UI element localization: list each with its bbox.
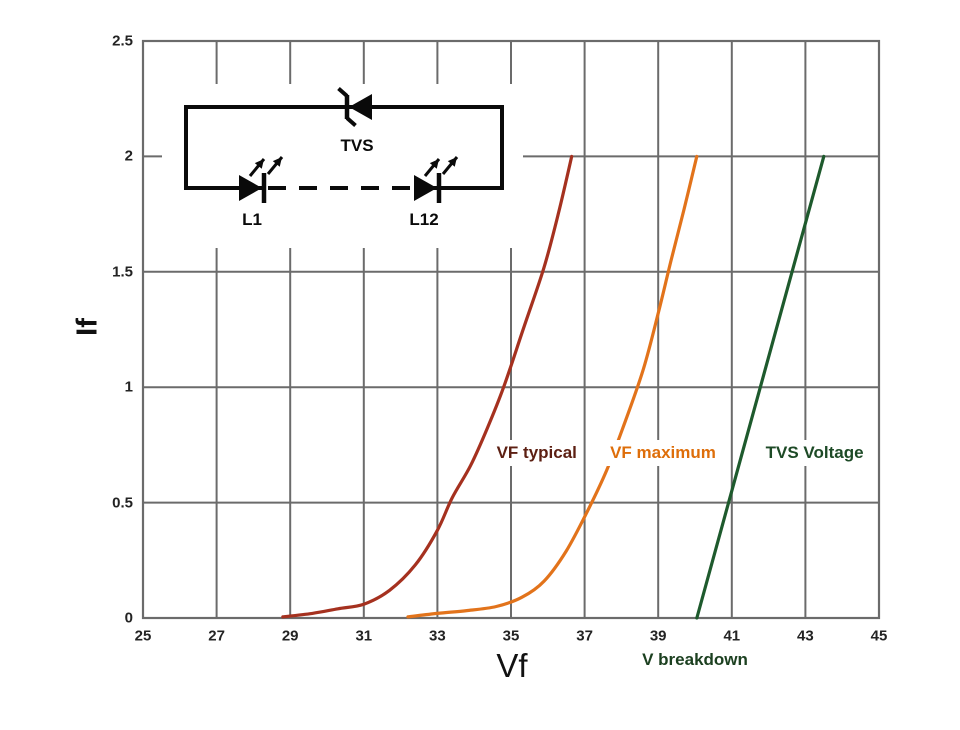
x-axis-title: Vf xyxy=(496,647,528,684)
led-l12-label: L12 xyxy=(409,210,439,229)
x-tick-39: 39 xyxy=(649,627,667,645)
led-l1-light-arrow-1-head xyxy=(254,159,264,169)
led-l12-light-arrow-1-head xyxy=(429,159,439,169)
x-tick-37: 37 xyxy=(576,627,593,645)
led-l1-label: L1 xyxy=(242,210,262,229)
x-tick-27: 27 xyxy=(208,627,225,645)
y-tick-1.5: 1.5 xyxy=(112,263,133,281)
curve-tvs-voltage xyxy=(695,154,826,620)
curve-vf-typical xyxy=(281,154,574,619)
inset-panel xyxy=(162,84,523,248)
x-tick-45: 45 xyxy=(870,627,888,645)
x-tick-29: 29 xyxy=(281,627,299,645)
series-label-tvs-voltage: TVS Voltage xyxy=(761,439,868,466)
x-tick-33: 33 xyxy=(429,627,446,645)
led-l12-light-arrow-2-head xyxy=(447,157,457,167)
series-label-vf-typical: VF typical xyxy=(492,439,581,466)
x-tick-41: 41 xyxy=(723,627,741,645)
y-tick-1: 1 xyxy=(124,378,133,396)
led-l1-light-arrow-2-head xyxy=(272,157,282,167)
x-tick-35: 35 xyxy=(502,627,520,645)
y-tick-2: 2 xyxy=(124,147,133,165)
x-tick-25: 25 xyxy=(134,627,152,645)
y-tick-0.5: 0.5 xyxy=(112,494,133,512)
plot-border xyxy=(141,39,881,620)
curve-vf-maximum xyxy=(406,154,699,619)
tvs-diode-label: TVS xyxy=(340,136,374,155)
x-tick-43: 43 xyxy=(797,627,814,645)
tvs-diode-icon xyxy=(349,94,372,120)
x-tick-31: 31 xyxy=(355,627,373,645)
y-axis-title: If xyxy=(71,318,104,336)
y-tick-2.5: 2.5 xyxy=(112,32,133,50)
series-label-vf-maximum: VF maximum xyxy=(606,439,720,466)
tvs-cathode-tip-bottom xyxy=(345,116,357,127)
v-breakdown-label: V breakdown xyxy=(642,650,748,669)
tvs-cathode-tip-top xyxy=(337,87,349,98)
y-tick-0: 0 xyxy=(124,609,133,627)
led-l12-icon xyxy=(414,175,437,201)
led-l1-icon xyxy=(239,175,262,201)
